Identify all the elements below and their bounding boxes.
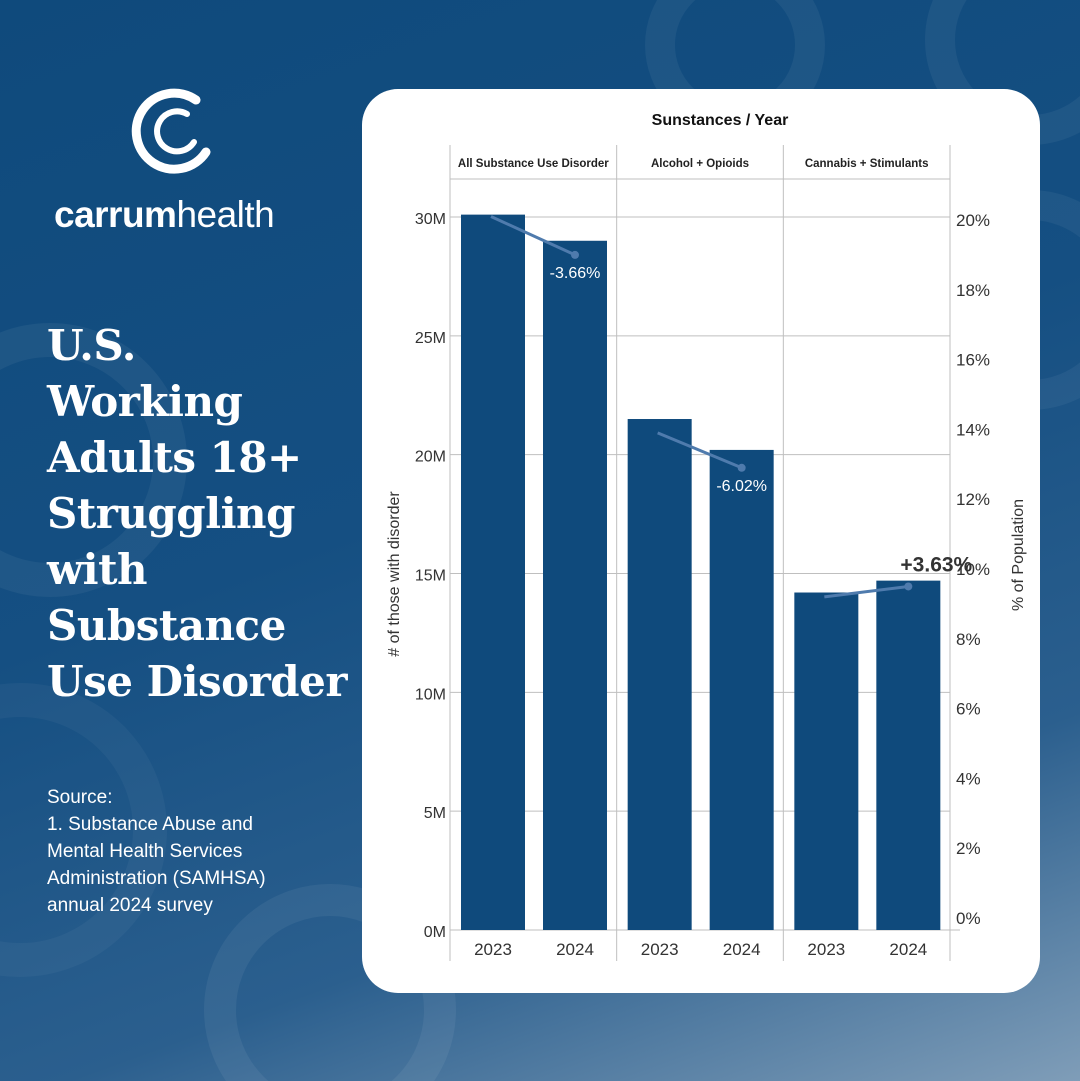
- y2-tick-label: 12%: [956, 490, 990, 509]
- y2-tick-label: 16%: [956, 351, 990, 370]
- title-line: U.S.: [47, 321, 136, 370]
- y2-tick-label: 6%: [956, 700, 981, 719]
- y-axis-title: # of those with disorder: [386, 491, 403, 657]
- bar-chart: Sunstances / Year 0M 5M 10M 15M 20M 25M 30M 0% 2%…: [386, 112, 1027, 961]
- title-line: Adults 18+: [47, 433, 302, 482]
- y-tick-label: 10M: [415, 686, 446, 703]
- brand-name-bold: carrum: [54, 194, 177, 235]
- chart-card: Sunstances / Year 0M 5M 10M 15M 20M 25M 30M 0% 2%…: [362, 89, 1040, 993]
- y-tick-label: 20M: [415, 449, 446, 466]
- y2-tick-label: 10%: [956, 560, 990, 579]
- trend-point: [737, 463, 746, 472]
- change-label: +3.63%: [900, 553, 972, 576]
- brand-name-light: health: [176, 194, 275, 235]
- y-tick-label: 30M: [415, 211, 446, 228]
- x-tick-label: 2023: [807, 940, 845, 959]
- y-tick-label: 0M: [424, 924, 446, 941]
- title-line: Struggling: [47, 489, 295, 538]
- group-header-label: All Substance Use Disorder: [458, 158, 609, 170]
- x-tick-label: 2024: [556, 940, 594, 959]
- brand-logo: carrumhealth: [54, 86, 304, 246]
- bar: [543, 240, 607, 930]
- y2-tick-label: 14%: [956, 420, 990, 439]
- y-tick-label: 5M: [424, 805, 446, 822]
- brand-name: carrumhealth: [54, 194, 275, 236]
- source-line: 1. Substance Abuse and: [47, 814, 253, 835]
- bar: [794, 592, 859, 930]
- x-tick-label: 2023: [474, 940, 512, 959]
- y-tick-label: 25M: [415, 330, 446, 347]
- source-line: Administration (SAMHSA): [47, 868, 266, 889]
- bar: [709, 449, 774, 930]
- group-header-label: Cannabis + Stimulants: [805, 158, 929, 170]
- source-line: annual 2024 survey: [47, 895, 213, 916]
- chart-title: Sunstances / Year: [652, 112, 789, 129]
- source-note: Source: 1. Substance Abuse and Mental He…: [47, 784, 347, 919]
- carrum-logo-icon: [131, 88, 211, 174]
- title-line: Use Disorder: [47, 657, 348, 706]
- x-tick-label: 2024: [889, 940, 927, 959]
- x-tick-label: 2024: [723, 940, 761, 959]
- bar: [461, 214, 525, 930]
- title-line: Substance: [47, 601, 286, 650]
- trend-line: [657, 431, 743, 470]
- y-tick-label: 15M: [415, 568, 446, 585]
- change-label: -3.66%: [550, 265, 601, 282]
- y2-tick-label: 4%: [956, 769, 981, 788]
- title-line: with: [47, 545, 148, 594]
- source-line: Source:: [47, 787, 113, 808]
- x-tick-label: 2023: [641, 940, 679, 959]
- trend-point: [571, 250, 579, 259]
- y2-axis-title: % of Population: [1010, 499, 1027, 611]
- y2-tick-label: 20%: [956, 211, 990, 230]
- y2-tick-label: 0%: [956, 909, 981, 928]
- page-title: U.S. Working Adults 18+ Struggling with …: [47, 318, 357, 710]
- change-label: -6.02%: [716, 478, 767, 495]
- trend-line: [824, 584, 909, 599]
- bar: [627, 419, 692, 930]
- y2-tick-label: 2%: [956, 839, 981, 858]
- group-header-label: Alcohol + Opioids: [651, 158, 749, 170]
- y2-tick-label: 8%: [956, 630, 981, 649]
- trend-line: [490, 215, 576, 257]
- source-line: Mental Health Services: [47, 841, 243, 862]
- trend-point: [904, 582, 913, 591]
- bar: [876, 580, 941, 930]
- y2-tick-label: 18%: [956, 281, 990, 300]
- title-line: Working: [47, 377, 243, 426]
